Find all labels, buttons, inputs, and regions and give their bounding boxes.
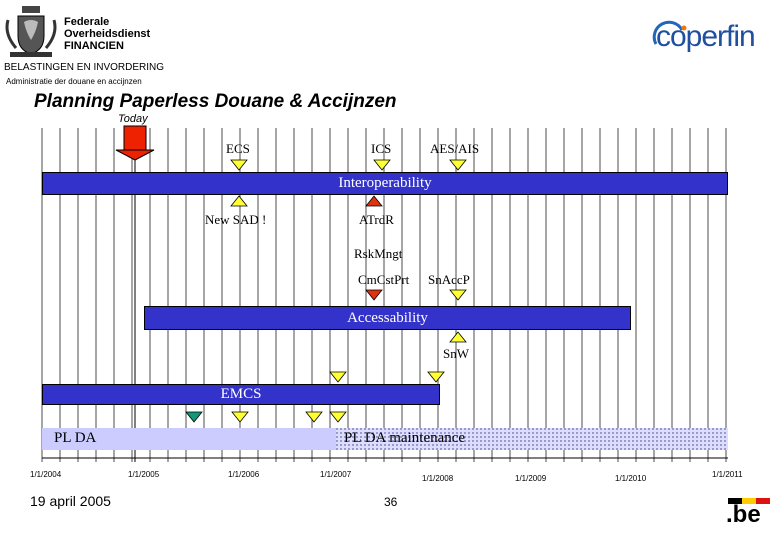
ics-label: ICS	[371, 141, 392, 156]
today-label: Today	[118, 113, 148, 125]
plda-maintenance-label: PL DA maintenance	[344, 430, 466, 446]
be-wordmark: .be	[726, 501, 761, 528]
emcs-marker-2	[427, 371, 445, 383]
be-logo: .be	[726, 498, 774, 530]
snw-marker-top	[449, 331, 467, 343]
atrdr-label: ATrdR	[359, 212, 394, 227]
department-name: BELASTINGEN EN INVORDERING	[4, 62, 165, 73]
page-number: 36	[384, 495, 398, 509]
milestone-markers	[185, 159, 467, 423]
date-label: 1/1/2007	[320, 470, 352, 479]
belgium-coat-of-arms	[4, 4, 58, 60]
plda-marker-1	[231, 411, 249, 423]
footer-date: 19 april 2005	[30, 493, 111, 509]
plda-maintenance-band	[336, 428, 728, 450]
cmcstprt-marker	[365, 289, 383, 301]
page-title: Planning Paperless Douane & Accijnzen	[34, 91, 397, 112]
aes-ais-label: AES/AIS	[430, 141, 480, 156]
snw-label: SnW	[443, 346, 469, 361]
snaccp-marker	[449, 289, 467, 301]
today-arrow	[115, 125, 155, 462]
rskmngt-label: RskMngt	[354, 246, 403, 261]
plda-marker-2	[305, 411, 323, 423]
coperfin-logo: coperfin	[652, 14, 774, 54]
date-label: 1/1/2004	[30, 470, 62, 479]
aes-ais-marker	[449, 159, 467, 171]
date-label: 1/1/2011	[712, 470, 743, 479]
date-label: 1/1/2010	[615, 474, 647, 483]
plda-band	[42, 428, 336, 450]
accessability-bar: Accessability	[144, 306, 631, 330]
ecs-marker	[230, 159, 248, 171]
plda-label: PL DA	[54, 430, 97, 446]
new-sad-label: New SAD !	[205, 212, 267, 227]
emcs-bar: EMCS	[42, 384, 440, 405]
interoperability-bar: Interoperability	[42, 172, 728, 195]
date-label: 1/1/2005	[128, 470, 160, 479]
snaccp-label: SnAccP	[428, 272, 470, 287]
new-sad-marker-top	[230, 195, 248, 207]
atrdr-marker	[365, 195, 383, 207]
emcs-marker-1	[329, 371, 347, 383]
date-label: 1/1/2009	[515, 474, 547, 483]
ecs-label: ECS	[226, 141, 250, 156]
org-line-2: Overheidsdienst	[64, 28, 151, 40]
plda-marker-3	[329, 411, 347, 423]
date-label: 1/1/2006	[228, 470, 260, 479]
coperfin-wordmark: coperfin	[656, 20, 756, 53]
date-label: 1/1/2008	[422, 474, 454, 483]
org-name: Federale Overheidsdienst FINANCIEN	[64, 16, 150, 52]
org-line-3: FINANCIEN	[64, 40, 124, 52]
administration-name: Administratie der douane en accijnzen	[6, 77, 142, 86]
cmcstprt-label: CmCstPrt	[358, 272, 410, 287]
org-line-1: Federale	[64, 16, 110, 28]
plda-marker-green	[185, 411, 203, 423]
ics-marker	[373, 159, 391, 171]
